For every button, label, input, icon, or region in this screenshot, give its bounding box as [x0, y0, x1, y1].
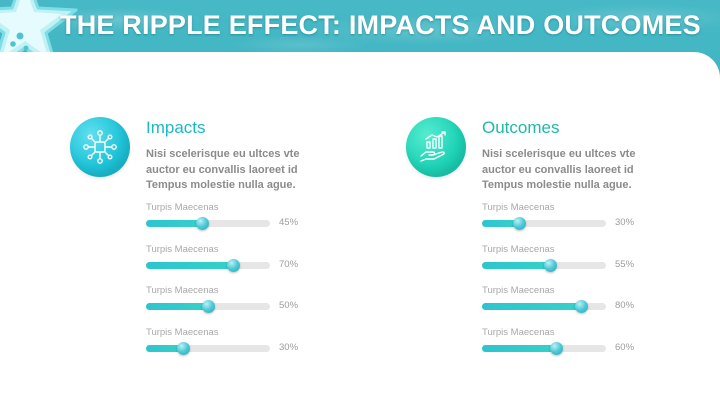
- bar-track: [482, 259, 606, 272]
- bar-knob: [550, 342, 564, 355]
- bar-label: Turpis Maecenas: [146, 202, 219, 213]
- bar-label: Turpis Maecenas: [482, 202, 555, 213]
- bar-label: Turpis Maecenas: [482, 285, 555, 296]
- bar-percent: 30%: [615, 217, 635, 228]
- bar-track: [482, 217, 606, 230]
- bar-fill: [482, 220, 520, 227]
- bar-fill: [482, 262, 551, 269]
- network-icon: [83, 130, 117, 164]
- bar-track: [482, 342, 606, 355]
- impacts-bar-3: Turpis Maecenas 50%: [146, 285, 306, 315]
- bar-knob: [202, 300, 215, 313]
- impacts-bar-1: Turpis Maecenas 45%: [146, 202, 306, 232]
- bar-track: [146, 259, 270, 272]
- impacts-column: Impacts Nisi scelerisque eu ultces vte a…: [70, 52, 370, 382]
- bar-knob: [575, 300, 589, 313]
- bar-percent: 70%: [279, 259, 299, 270]
- page-title: THE RIPPLE EFFECT: IMPACTS AND OUTCOMES: [60, 10, 701, 40]
- bar-percent: 30%: [279, 342, 299, 353]
- bar-track: [482, 300, 606, 313]
- content-card: Impacts Nisi scelerisque eu ultces vte a…: [0, 52, 720, 405]
- outcomes-bar-1: Turpis Maecenas 30%: [482, 202, 642, 232]
- bar-fill: [146, 262, 233, 269]
- bar-knob: [177, 342, 191, 355]
- growth-chart-hand-icon: [420, 131, 446, 162]
- bar-fill: [146, 220, 202, 227]
- outcomes-bar-3: Turpis Maecenas 80%: [482, 285, 642, 315]
- bar-percent: 80%: [615, 300, 635, 311]
- bar-label: Turpis Maecenas: [146, 327, 219, 338]
- bar-label: Turpis Maecenas: [482, 327, 555, 338]
- bar-percent: 55%: [615, 259, 635, 270]
- bar-track: [146, 217, 270, 230]
- impacts-icon-badge: [70, 117, 130, 177]
- outcomes-bar-2: Turpis Maecenas 55%: [482, 244, 642, 274]
- bar-track: [146, 300, 270, 313]
- bar-percent: 60%: [615, 342, 635, 353]
- bar-track: [146, 342, 270, 355]
- bar-fill: [482, 345, 557, 352]
- outcomes-heading: Outcomes: [482, 118, 560, 137]
- outcomes-icon-badge: [406, 117, 466, 177]
- bar-fill: [146, 345, 184, 352]
- impacts-bar-4: Turpis Maecenas 30%: [146, 327, 306, 357]
- bar-knob: [513, 217, 527, 230]
- starfish-icon: [0, 0, 78, 72]
- outcomes-bar-4: Turpis Maecenas 60%: [482, 327, 642, 357]
- outcomes-column: Outcomes Nisi scelerisque eu ultces vte …: [406, 52, 706, 382]
- bar-fill: [482, 303, 582, 310]
- bar-percent: 45%: [279, 217, 299, 228]
- bar-label: Turpis Maecenas: [146, 244, 219, 255]
- bar-knob: [195, 217, 209, 230]
- bar-knob: [226, 259, 240, 272]
- impacts-description: Nisi scelerisque eu ultces vte auctor eu…: [146, 148, 300, 191]
- bar-fill: [146, 303, 208, 310]
- outcomes-description: Nisi scelerisque eu ultces vte auctor eu…: [482, 148, 636, 191]
- bar-label: Turpis Maecenas: [146, 285, 219, 296]
- bar-label: Turpis Maecenas: [482, 244, 555, 255]
- impacts-bar-2: Turpis Maecenas 70%: [146, 244, 306, 274]
- impacts-heading: Impacts: [146, 118, 206, 137]
- bar-percent: 50%: [279, 300, 299, 311]
- bar-knob: [544, 259, 558, 272]
